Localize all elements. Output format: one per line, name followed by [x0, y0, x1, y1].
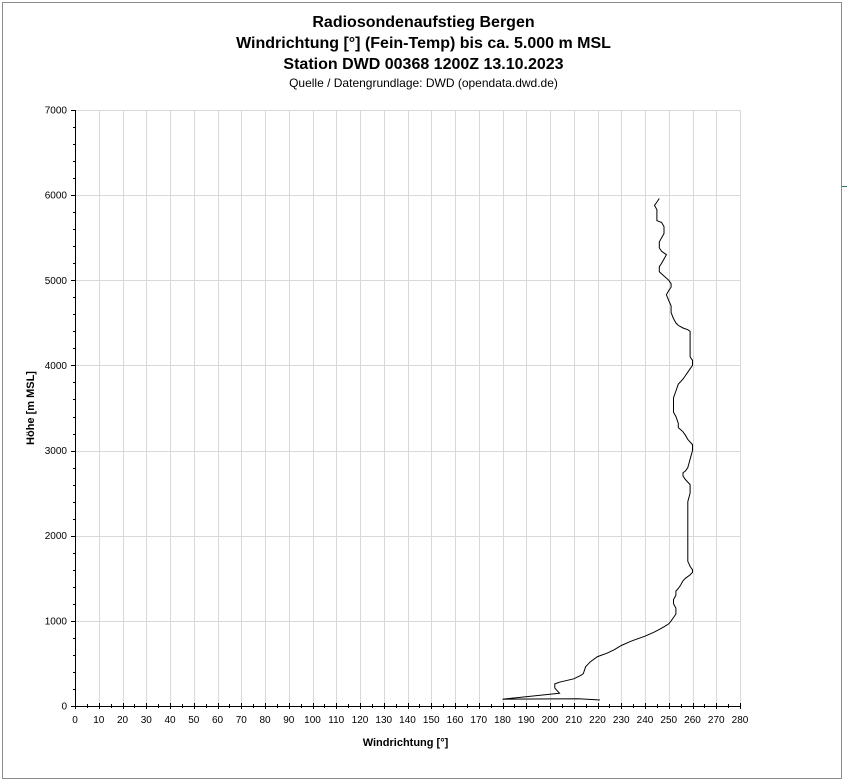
series-line-wind-direction: [502, 198, 693, 701]
grid-lines: [75, 110, 741, 706]
x-tick-label-120: 120: [352, 715, 369, 726]
chart-subtitle-2: Station DWD 00368 1200Z 13.10.2023: [283, 56, 564, 73]
x-tick-label-160: 160: [447, 715, 464, 726]
x-tick-label-20: 20: [117, 715, 129, 726]
chart-title: Radiosondenaufstieg Bergen: [312, 14, 535, 31]
y-tick-label-0: 0: [61, 702, 67, 713]
x-tick-label-0: 0: [72, 715, 78, 726]
x-tick-label-170: 170: [470, 715, 487, 726]
x-tick-label-180: 180: [494, 715, 511, 726]
y-tick-labels: 0 1000 2000 3000 4000 5000 6000 7000: [45, 106, 68, 713]
x-tick-label-220: 220: [589, 715, 606, 726]
x-tick-label-60: 60: [212, 715, 224, 726]
x-tick-label-150: 150: [423, 715, 440, 726]
x-tick-label-250: 250: [660, 715, 677, 726]
y-tick-label-6000: 6000: [45, 191, 68, 202]
y-tick-label-3000: 3000: [45, 446, 68, 457]
x-tick-label-40: 40: [164, 715, 176, 726]
x-tick-label-260: 260: [684, 715, 701, 726]
y-tick-label-5000: 5000: [45, 276, 68, 287]
x-tick-label-270: 270: [708, 715, 725, 726]
x-tick-label-80: 80: [259, 715, 271, 726]
x-tick-labels: 0 10 20 30 40 50 60 70 80 90 100 110 120 130 140 150 160…: [72, 715, 749, 726]
x-tick-label-280: 280: [732, 715, 749, 726]
x-tick-label-210: 210: [565, 715, 582, 726]
x-tick-label-130: 130: [375, 715, 392, 726]
y-tick-label-4000: 4000: [45, 361, 68, 372]
x-tick-label-200: 200: [542, 715, 559, 726]
x-tick-label-30: 30: [141, 715, 153, 726]
x-tick-label-240: 240: [637, 715, 654, 726]
chart-subtitle-1: Windrichtung [°] (Fein-Temp) bis ca. 5.0…: [236, 35, 611, 52]
y-axis-title: Höhe [m MSL]: [25, 371, 37, 445]
x-axis-title: Windrichtung [°]: [363, 737, 449, 749]
x-tick-label-50: 50: [188, 715, 200, 726]
x-tick-label-70: 70: [236, 715, 248, 726]
chart-titles: Radiosondenaufstieg Bergen Windrichtung …: [0, 12, 847, 92]
x-tick-label-190: 190: [518, 715, 535, 726]
y-tick-label-2000: 2000: [45, 531, 68, 542]
x-tick-label-230: 230: [613, 715, 630, 726]
axes: [71, 110, 741, 709]
x-tick-label-110: 110: [328, 715, 344, 726]
chart-source: Quelle / Datengrundlage: DWD (opendata.d…: [289, 76, 558, 90]
y-tick-label-7000: 7000: [45, 106, 68, 117]
x-tick-label-90: 90: [283, 715, 295, 726]
x-tick-label-10: 10: [93, 715, 105, 726]
x-tick-label-140: 140: [399, 715, 416, 726]
y-tick-label-1000: 1000: [45, 616, 68, 627]
x-tick-label-100: 100: [304, 715, 321, 726]
window-edge-mark: [842, 186, 847, 187]
